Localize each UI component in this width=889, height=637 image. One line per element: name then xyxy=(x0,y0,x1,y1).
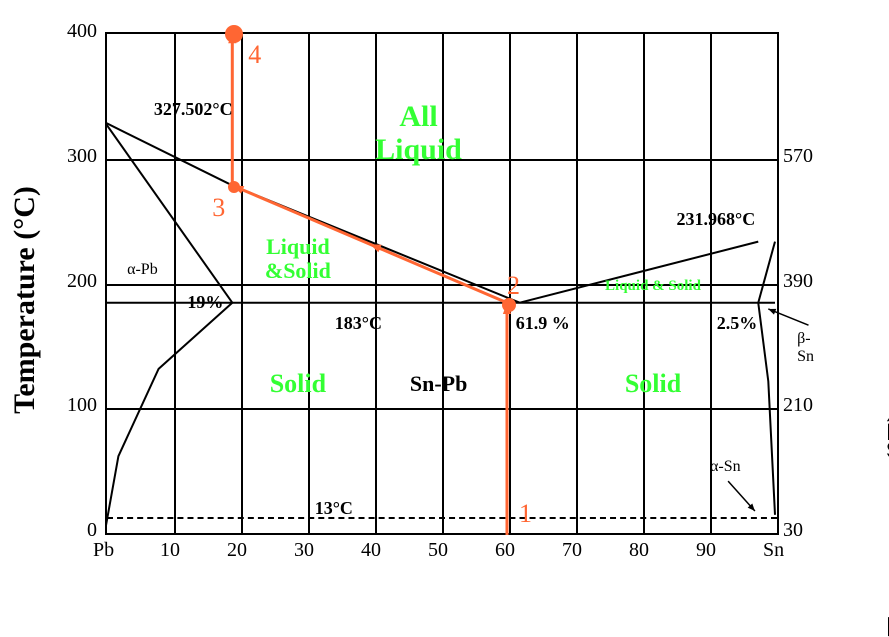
y-left-tick-label: 0 xyxy=(87,519,97,542)
y-left-tick-label: 300 xyxy=(67,145,97,168)
y-axis-right-label: Temperature (°F) xyxy=(881,412,889,636)
y-right-tick-label: 210 xyxy=(783,394,813,417)
y-left-tick-label: 400 xyxy=(67,20,97,43)
gridline-h xyxy=(107,408,777,410)
y-left-tick-label: 200 xyxy=(67,270,97,293)
x-tick-label: Sn xyxy=(763,539,784,562)
x-tick-label: 50 xyxy=(428,539,448,562)
region-solid_left: Solid xyxy=(238,370,358,399)
phase-diagram-chart: 1 2 3 4 AllLiquid Liquid&Solid Liquid & Solid S… xyxy=(105,32,779,535)
x-tick-label: 20 xyxy=(227,539,247,562)
annotation-pb_melt: 327.502°C xyxy=(154,99,233,120)
path-point-3 xyxy=(228,181,240,193)
y-left-tick-label: 100 xyxy=(67,394,97,417)
region-all_liquid: AllLiquid xyxy=(359,100,479,166)
annotation-alpha_sn: α-Sn xyxy=(710,458,741,476)
annotation-alpha_pb: α-Pb xyxy=(127,261,158,279)
x-tick-label: 80 xyxy=(629,539,649,562)
annotation-eutectic_comp: 61.9 % xyxy=(516,313,570,334)
path-label-2: 2 xyxy=(507,271,520,301)
y-right-tick-label: 570 xyxy=(783,145,813,168)
region-liquid_solid_right: Liquid & Solid xyxy=(593,278,713,295)
x-tick-label: Pb xyxy=(93,539,114,562)
annotation-eutectic_temp: 183°C xyxy=(335,313,382,334)
annotation-thirteen_c: 13°C xyxy=(315,498,353,519)
path-label-1: 1 xyxy=(519,499,532,529)
x-tick-label: 40 xyxy=(361,539,381,562)
region-liquid_solid_left: Liquid&Solid xyxy=(238,235,358,283)
annotation-solvus_left_pct: 19% xyxy=(187,292,223,313)
path-label-3: 3 xyxy=(212,193,225,223)
x-tick-label: 90 xyxy=(696,539,716,562)
annotation-beta_sn: β-Sn xyxy=(797,330,814,366)
x-tick-label: 70 xyxy=(562,539,582,562)
y-axis-left-label: Temperature (°C) xyxy=(8,186,42,414)
x-tick-label: 30 xyxy=(294,539,314,562)
annotation-sn_melt: 231.968°C xyxy=(677,209,756,230)
annotation-solvus_right_pct: 2.5% xyxy=(717,313,758,334)
path-label-4: 4 xyxy=(248,40,261,70)
y-right-tick-label: 390 xyxy=(783,270,813,293)
alpha-sn-transition-line xyxy=(107,517,777,519)
x-tick-label: 60 xyxy=(495,539,515,562)
y-right-tick-label: 30 xyxy=(783,519,803,542)
region-solid_right: Solid xyxy=(593,370,713,399)
region-sn_pb: Sn-Pb xyxy=(379,372,499,396)
x-tick-label: 10 xyxy=(160,539,180,562)
